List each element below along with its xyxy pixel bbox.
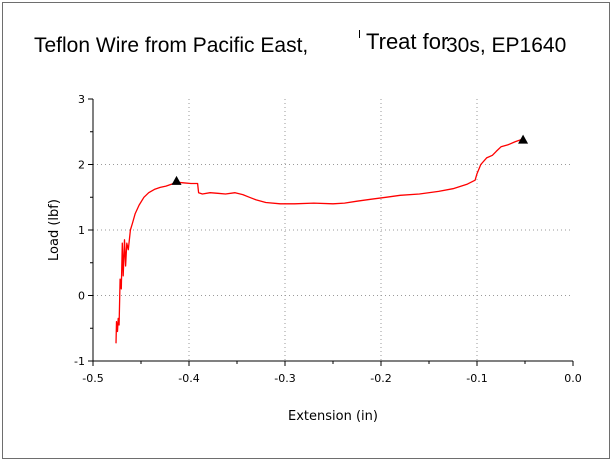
y-axis-label: Load (lbf) [47,199,62,261]
grid-lines [93,99,573,361]
y-tick-label: 3 [78,93,85,106]
triangle-marker [518,134,529,144]
chart-title-tail: Treat for [366,29,449,54]
x-tick-label: 0.0 [564,372,582,385]
x-tick-label: -0.5 [82,372,103,385]
y-tick-label: 2 [78,159,85,172]
chart-title-main: Teflon Wire from Pacific East, [34,34,309,57]
axis-ticks: -0.5 -0.4 -0.3 -0.2 -0.1 0.0 -1 0 1 2 3 [74,93,582,385]
data-series [115,138,525,344]
x-axis-label: Extension (in) [288,409,378,424]
x-tick-label: -0.4 [178,372,199,385]
x-tick-label: -0.1 [466,372,487,385]
data-markers [171,134,529,185]
y-tick-label: -1 [74,355,85,368]
triangle-marker [171,175,182,185]
y-tick-label: 0 [78,290,85,303]
y-tick-label: 1 [78,224,85,237]
x-tick-label: -0.2 [370,372,391,385]
x-tick-label: -0.3 [274,372,295,385]
load-extension-line [115,138,525,344]
chart-title-version: 30s, EP1640 [446,34,567,57]
chart-title-cursor-mark [359,30,360,38]
